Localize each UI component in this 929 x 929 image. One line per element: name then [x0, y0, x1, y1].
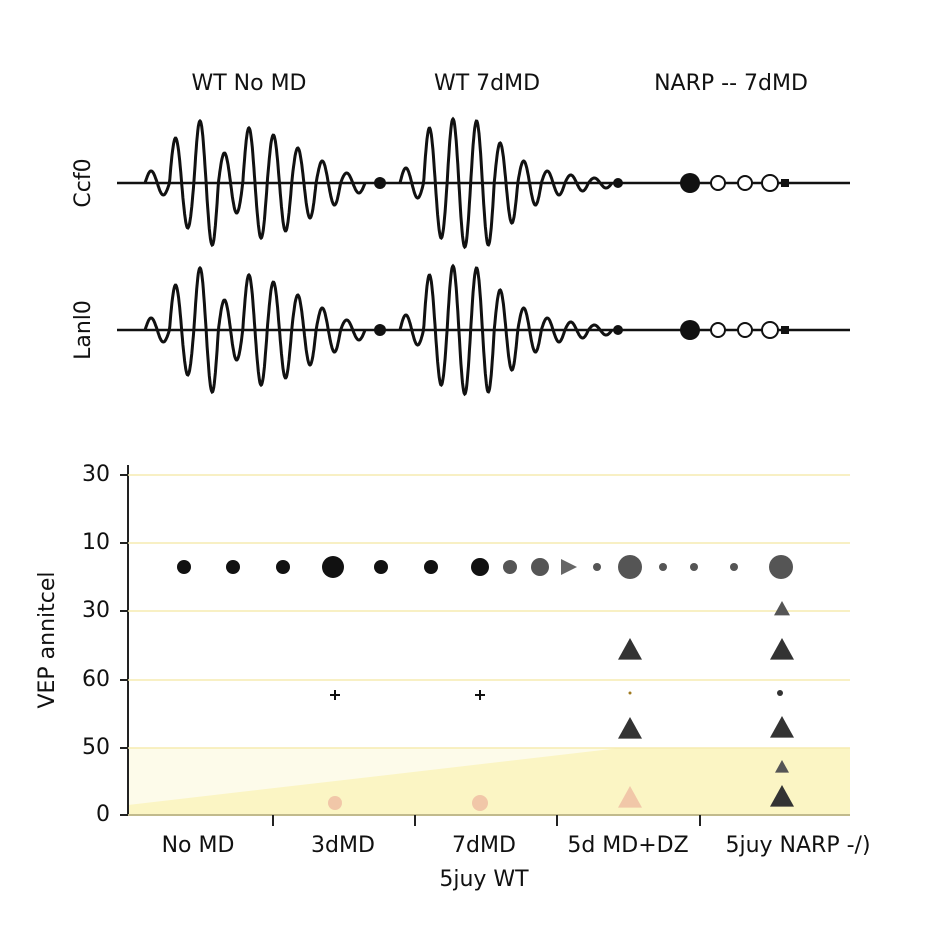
waveform [398, 263, 614, 397]
marker [330, 690, 340, 700]
column-title: NARP -- 7dMD [654, 71, 808, 96]
y-tick-label: 30 [82, 462, 110, 487]
row-label: Lanl0 [71, 300, 96, 360]
marker [593, 563, 601, 571]
marker [618, 717, 642, 739]
square [781, 179, 789, 187]
marker [769, 555, 793, 579]
marker [628, 691, 632, 695]
marker [775, 760, 789, 773]
open-dot [737, 322, 753, 338]
marker [424, 560, 438, 574]
open-dot [761, 321, 779, 339]
x-tick-label: 5juy NARP -/) [725, 833, 870, 858]
marker [177, 560, 191, 574]
square [781, 326, 789, 334]
dot [613, 325, 623, 335]
marker [770, 638, 794, 660]
marker [374, 560, 388, 574]
dot [680, 320, 700, 340]
marker [471, 558, 489, 576]
y-axis-label: VEP annitcel [35, 571, 60, 708]
waveform [398, 116, 614, 250]
marker [328, 796, 342, 810]
marker [276, 560, 290, 574]
waveform [143, 118, 367, 248]
marker [770, 716, 794, 738]
y-tick-label: 10 [82, 530, 110, 555]
marker [322, 556, 344, 578]
y-tick-label: 30 [82, 598, 110, 623]
marker [475, 690, 485, 700]
marker [690, 563, 698, 571]
column-title: WT 7dMD [434, 71, 540, 96]
dot [374, 177, 386, 189]
dot-plot: VEP annitcel 5juy WT [35, 465, 850, 892]
y-tick-label: 60 [82, 667, 110, 692]
marker [618, 638, 642, 660]
marker [472, 795, 488, 811]
open-dot [710, 322, 726, 338]
x-tick-label: 7dMD [452, 833, 516, 858]
shaded-wedge [128, 748, 620, 805]
marker [531, 558, 549, 576]
marker [561, 559, 577, 575]
marker [774, 601, 790, 616]
row-label: Ccf0 [71, 158, 96, 207]
open-dot [761, 174, 779, 192]
x-tick-label: No MD [162, 833, 235, 858]
marker [503, 560, 517, 574]
open-dot [737, 175, 753, 191]
x-tick-label: 5d MD+DZ [567, 833, 688, 858]
y-tick-label: 50 [82, 735, 110, 760]
waveform [143, 265, 367, 395]
marker [226, 560, 240, 574]
x-sublabel: 5juy WT [439, 867, 529, 892]
marker [618, 786, 642, 808]
open-dot [710, 175, 726, 191]
dot [374, 324, 386, 336]
marker [659, 563, 667, 571]
marker [770, 785, 794, 807]
marker [618, 555, 642, 579]
column-title: WT No MD [191, 71, 306, 96]
dot [613, 178, 623, 188]
y-tick-label: 0 [96, 802, 110, 827]
x-tick-label: 3dMD [311, 833, 375, 858]
dot [680, 173, 700, 193]
marker [730, 563, 738, 571]
marker [777, 690, 783, 696]
